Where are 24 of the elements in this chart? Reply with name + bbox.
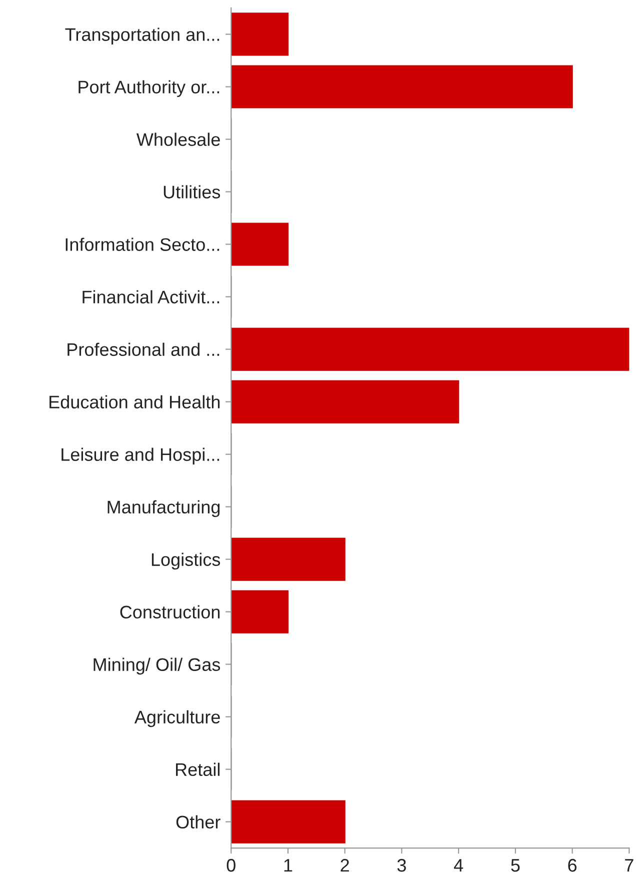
y-tick-label: Port Authority or... <box>78 80 220 98</box>
y-tick-label: Financial Activit... <box>82 290 220 304</box>
y-tick-label: Retail <box>176 762 220 776</box>
x-tick-label: 1 <box>284 859 292 872</box>
y-tick-label: Other <box>176 815 220 829</box>
y-tick-label: Logistics <box>152 552 220 570</box>
y-tick-label: Manufacturing <box>108 500 220 518</box>
y-tick-label: Professional and ... <box>68 342 220 356</box>
y-tick-label: Utilities <box>164 185 220 198</box>
y-tick-label: Leisure and Hospi... <box>62 448 220 465</box>
x-tick-label: 3 <box>397 858 406 872</box>
y-tick-label: Education and Health <box>50 395 220 408</box>
y-tick-label: Construction <box>120 605 220 618</box>
y-tick-label: Information Secto... <box>66 238 220 251</box>
y-tick-label: Transportation an... <box>65 28 220 45</box>
x-tick-label: 6 <box>568 858 577 872</box>
x-tick-label: 7 <box>625 859 634 872</box>
x-tick-label: 2 <box>340 858 349 872</box>
y-tick-label: Mining/ Oil/ Gas <box>94 658 220 675</box>
x-tick-label: 0 <box>226 858 236 872</box>
y-tick-label: Wholesale <box>136 132 220 146</box>
y-tick-label: Agriculture <box>134 710 220 728</box>
x-tick-label: 5 <box>511 859 520 872</box>
x-tick-label: 4 <box>454 859 464 872</box>
